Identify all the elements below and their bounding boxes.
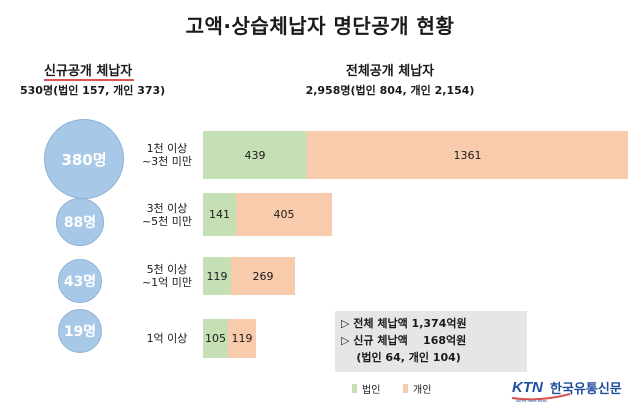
bar-value-label: 105 xyxy=(205,332,226,345)
bar-corporate: 141 xyxy=(203,193,236,236)
new-title-underline xyxy=(44,79,134,81)
ktn-logo: KTN 한국유통신문 Korea Trade News xyxy=(511,379,622,403)
bar-value-label: 141 xyxy=(209,208,230,221)
legend-swatch-individual xyxy=(403,384,408,393)
legend-item-corporate: 법인 xyxy=(352,381,380,396)
bar-value-label: 269 xyxy=(252,269,274,283)
amount-range-line: ~3천 미만 xyxy=(141,155,193,168)
new-count-circle: 88명 xyxy=(56,198,104,246)
new-count-label: 43명 xyxy=(63,274,97,290)
new-disclosure-subtitle: 530명(법인 157, 개인 373) xyxy=(20,84,166,97)
bar-corporate: 119 xyxy=(203,257,231,295)
legend-label-corporate: 법인 xyxy=(362,385,381,396)
bar-corporate: 439 xyxy=(203,131,307,179)
logo-swoosh xyxy=(511,393,571,401)
new-count-label: 380명 xyxy=(61,150,107,169)
legend-swatch-corporate xyxy=(352,384,357,393)
bar-corporate: 105 xyxy=(203,319,228,358)
new-count-circle: 19명 xyxy=(58,309,102,353)
amount-range-line: 3천 이상 xyxy=(146,201,188,215)
summary-box: ▷ 전체 체납액 1,374억원 ▷ 신규 체납액 168억원 (법인 64, … xyxy=(335,311,527,372)
amount-range-line: ~5천 미만 xyxy=(141,214,193,228)
bar-value-label: 119 xyxy=(206,269,228,283)
bar-individual: 119 xyxy=(228,319,256,358)
amount-range-label: 3천 이상 ~5천 미만 xyxy=(127,202,207,228)
bar-individual: 1361 xyxy=(307,131,628,179)
amount-range-line: 1천 이상 xyxy=(146,142,188,155)
bar-individual: 405 xyxy=(236,193,332,236)
logo-name: 한국유통신문 xyxy=(550,381,622,397)
amount-range-line: ~1억 미만 xyxy=(141,276,193,289)
summary-line-new: ▷ 신규 체납액 168억원 xyxy=(341,334,467,347)
amount-range-line: 1억 이상 xyxy=(146,332,188,345)
logo-tagline: Korea Trade News xyxy=(516,399,547,403)
summary-line-total: ▷ 전체 체납액 1,374억원 xyxy=(341,317,467,330)
bar-value-label: 405 xyxy=(273,208,295,221)
legend-item-individual: 개인 xyxy=(403,381,431,396)
legend-label-individual: 개인 xyxy=(413,385,432,396)
new-count-circle: 380명 xyxy=(44,119,124,199)
logo-brand: KTN xyxy=(512,379,544,396)
amount-range-label: 1억 이상 xyxy=(127,332,207,345)
bar-individual: 269 xyxy=(231,257,295,295)
new-count-circle: 43명 xyxy=(58,259,102,303)
amount-range-label: 1천 이상 ~3천 미만 xyxy=(127,142,207,168)
bar-value-label: 1361 xyxy=(453,148,482,162)
bar-value-label: 119 xyxy=(231,332,253,345)
new-disclosure-title: 신규공개 체납자 xyxy=(44,64,133,79)
page-title: 고액·상습체납자 명단공개 현황 xyxy=(185,14,455,38)
amount-range-label: 5천 이상 ~1억 미만 xyxy=(127,263,207,289)
total-disclosure-title: 전체공개 체납자 xyxy=(345,64,435,79)
summary-line-breakdown: (법인 64, 개인 104) xyxy=(341,351,461,364)
new-count-label: 88명 xyxy=(63,215,97,231)
total-disclosure-subtitle: 2,958명(법인 804, 개인 2,154) xyxy=(305,84,475,97)
amount-range-line: 5천 이상 xyxy=(146,263,188,276)
new-count-label: 19명 xyxy=(63,324,97,340)
bar-value-label: 439 xyxy=(244,148,266,162)
